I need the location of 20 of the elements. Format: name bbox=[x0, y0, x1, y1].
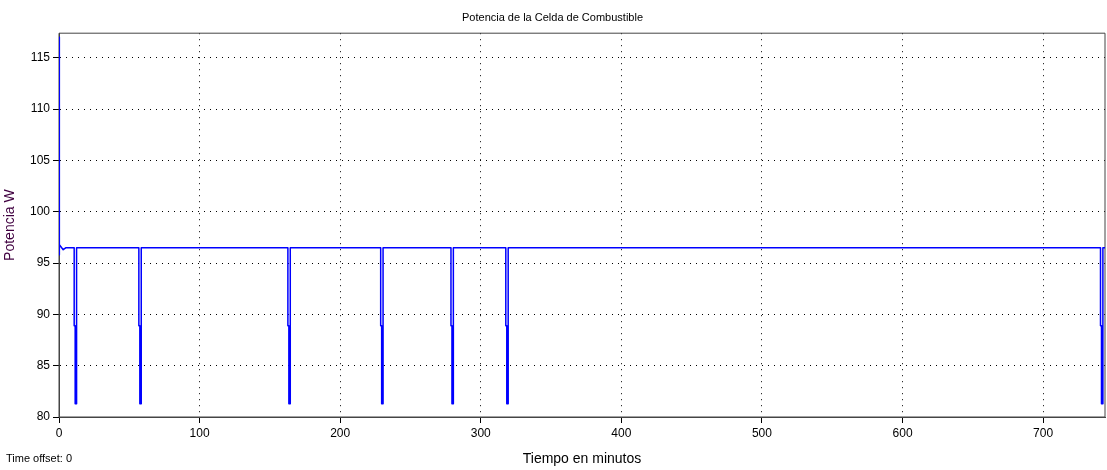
x-tick-label: 700 bbox=[1033, 425, 1054, 440]
x-tick-label: 500 bbox=[751, 425, 773, 440]
y-tick-label: 115 bbox=[30, 50, 51, 65]
y-tick-label: 100 bbox=[29, 204, 51, 219]
y-tick-label: 80 bbox=[36, 409, 51, 424]
x-tick-label: 400 bbox=[611, 425, 632, 440]
text: Time offset: 0 bbox=[6, 452, 73, 464]
x-tick-label: 100 bbox=[189, 425, 210, 440]
y-tick-label: 95 bbox=[36, 255, 51, 270]
x-axis-title: Tiempo en minutos bbox=[522, 450, 642, 467]
y-tick-label: 110 bbox=[30, 101, 51, 116]
x-tick-label: 300 bbox=[470, 425, 492, 440]
y-tick-label: 85 bbox=[36, 358, 51, 372]
x-tick-label: 0 bbox=[55, 425, 63, 440]
y-tick-label: 90 bbox=[36, 306, 51, 321]
x-tick-label: 600 bbox=[892, 425, 913, 440]
y-axis-title: Potencia W bbox=[1, 188, 18, 261]
x-tick-label: 200 bbox=[330, 425, 351, 440]
chart-title: Potencia de la Celda de Combustible bbox=[461, 10, 644, 23]
y-tick-label: 105 bbox=[29, 152, 51, 167]
